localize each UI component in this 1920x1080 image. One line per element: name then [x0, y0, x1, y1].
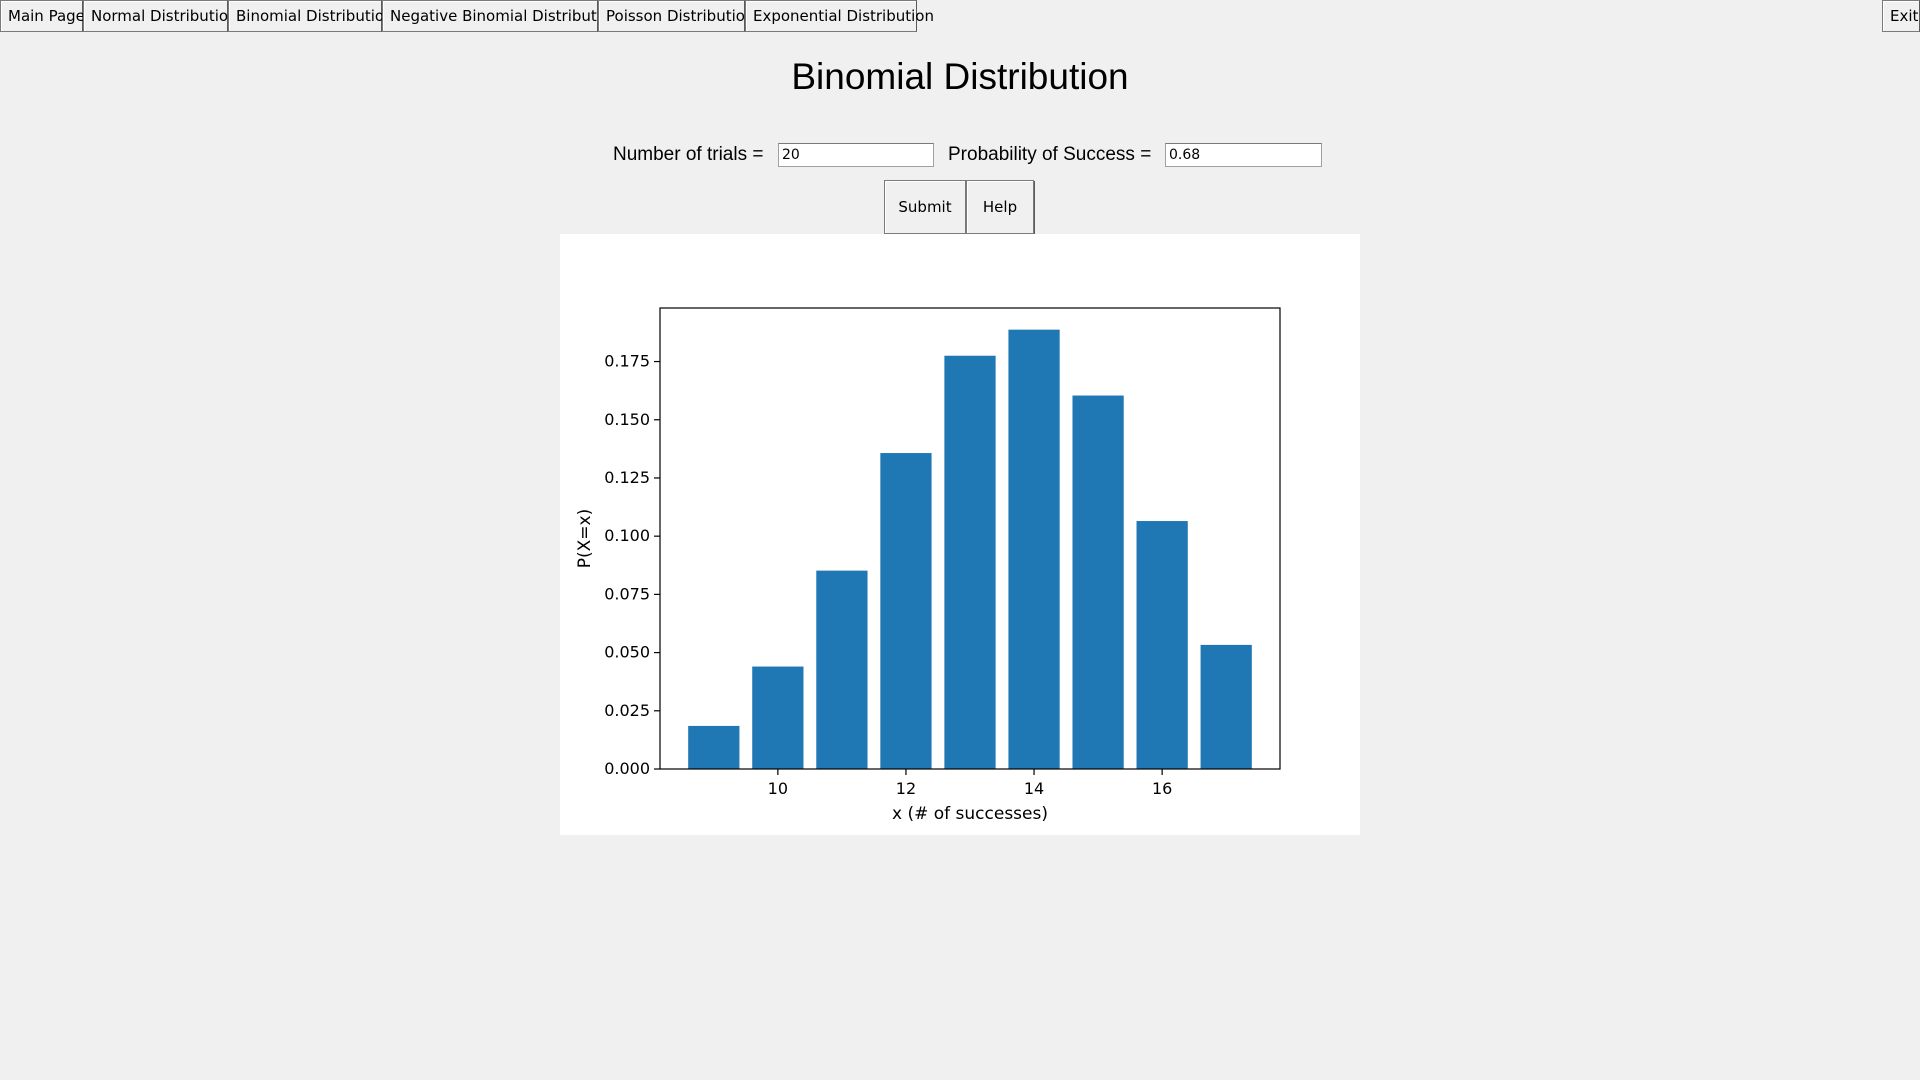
binomial-bar-chart: 0.000 0.025 0.050 0.075 0.100 0.125 0.150 0.175…	[575, 307, 1281, 824]
bar-x-15	[1072, 395, 1124, 769]
main-page-button[interactable]: Main Page	[0, 0, 85, 32]
parameter-form: Number of trials = Probability of Succes…	[0, 142, 1920, 168]
normal-distribution-button[interactable]: Normal Distribution	[83, 0, 238, 32]
bar-x-17	[1200, 644, 1252, 769]
y-tick-label: 0.025	[604, 701, 650, 720]
y-tick-label: 0.125	[604, 468, 650, 487]
bar-x-14	[1008, 329, 1060, 769]
trials-label: Number of trials =	[613, 144, 764, 165]
probability-label: Probability of Success =	[948, 144, 1152, 165]
x-tick-label: 16	[1152, 779, 1172, 798]
x-tick-label: 14	[1024, 779, 1044, 798]
y-tick-label: 0.075	[604, 584, 650, 603]
bar-x-10	[752, 666, 804, 769]
bar-x-12	[880, 453, 932, 769]
binomial-distribution-button[interactable]: Binomial Distribution	[228, 0, 394, 32]
axes-frame	[659, 307, 1281, 770]
y-tick-label: 0.050	[604, 643, 650, 662]
bar-x-9	[688, 725, 740, 769]
submit-button[interactable]: Submit	[884, 180, 966, 234]
help-button[interactable]: Help	[966, 180, 1034, 234]
x-tick-label: 10	[768, 779, 788, 798]
probability-input[interactable]	[1165, 143, 1322, 167]
bar-x-13	[944, 355, 996, 769]
bar-x-11	[816, 570, 868, 769]
exit-button[interactable]: Exit	[1882, 0, 1920, 32]
x-axis-label: x (# of successes)	[892, 804, 1048, 824]
distribution-toolbar: Main Page Normal Distribution Binomial D…	[0, 0, 934, 32]
negative-binomial-distribution-button[interactable]: Negative Binomial Distribution	[382, 0, 620, 32]
bar-x-16	[1136, 521, 1188, 769]
y-tick-label: 0.175	[604, 352, 650, 371]
y-tick-label: 0.150	[604, 410, 650, 429]
y-tick-label: 0.100	[604, 526, 650, 545]
trials-input[interactable]	[778, 143, 934, 167]
page-title: Binomial Distribution	[791, 56, 1129, 97]
x-tick-label: 12	[896, 779, 916, 798]
action-buttons: Submit Help	[884, 180, 1034, 234]
plot-panel: 0.000 0.025 0.050 0.075 0.100 0.125 0.150 0.175…	[560, 234, 1360, 835]
exponential-distribution-button[interactable]: Exponential Distribution	[745, 0, 934, 32]
poisson-distribution-button[interactable]: Poisson Distribution	[598, 0, 754, 32]
y-tick-label: 0.000	[604, 759, 650, 778]
y-axis-label: P(X=x)	[575, 509, 595, 568]
